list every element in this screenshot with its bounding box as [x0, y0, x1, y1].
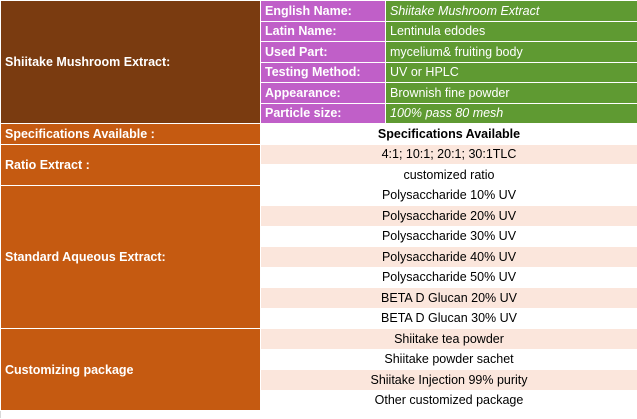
standard-item: BETA D Glucan 30% UV — [261, 308, 637, 329]
standard-item: Polysaccharide 30% UV — [261, 226, 637, 247]
ratio-item: customized ratio — [261, 165, 637, 186]
particle-size-key: Particle size: — [261, 103, 386, 124]
standard-extract-label: Standard Aqueous Extract: — [1, 185, 261, 329]
product-section-label: Shiitake Mushroom Extract: — [1, 1, 261, 124]
ratio-item: 4:1; 10:1; 20:1; 30:1TLC — [261, 144, 637, 165]
customizing-item: Shiitake tea powder — [261, 329, 637, 350]
ratio-extract-label: Ratio Extract : — [1, 144, 261, 185]
used-part-key: Used Part: — [261, 42, 386, 63]
testing-method-value: UV or HPLC — [386, 62, 637, 83]
standard-item: Polysaccharide 10% UV — [261, 185, 637, 206]
standard-item: Polysaccharide 20% UV — [261, 206, 637, 227]
testing-method-key: Testing Method: — [261, 62, 386, 83]
appearance-value: Brownish fine powder — [386, 83, 637, 104]
english-name-key: English Name: — [261, 1, 386, 22]
empty-cell — [261, 411, 386, 419]
appearance-key: Appearance: — [261, 83, 386, 104]
used-part-value: mycelium& fruiting body — [386, 42, 637, 63]
english-name-value: Shiitake Mushroom Extract — [386, 1, 637, 22]
specifications-label: Specifications Available : — [1, 124, 261, 145]
empty-cell — [386, 411, 637, 419]
specifications-header: Specifications Available — [261, 124, 637, 145]
customizing-package-label: Customizing package — [1, 329, 261, 411]
standard-item: Polysaccharide 50% UV — [261, 267, 637, 288]
standard-item: BETA D Glucan 20% UV — [261, 288, 637, 309]
customizing-item: Shiitake powder sachet — [261, 349, 637, 370]
latin-name-key: Latin Name: — [261, 21, 386, 42]
particle-size-value: 100% pass 80 mesh — [386, 103, 637, 124]
customizing-item: Shiitake Injection 99% purity — [261, 370, 637, 391]
standard-item: Polysaccharide 40% UV — [261, 247, 637, 268]
empty-cell — [1, 411, 261, 419]
latin-name-value: Lentinula edodes — [386, 21, 637, 42]
customizing-item: Other customized package — [261, 390, 637, 411]
